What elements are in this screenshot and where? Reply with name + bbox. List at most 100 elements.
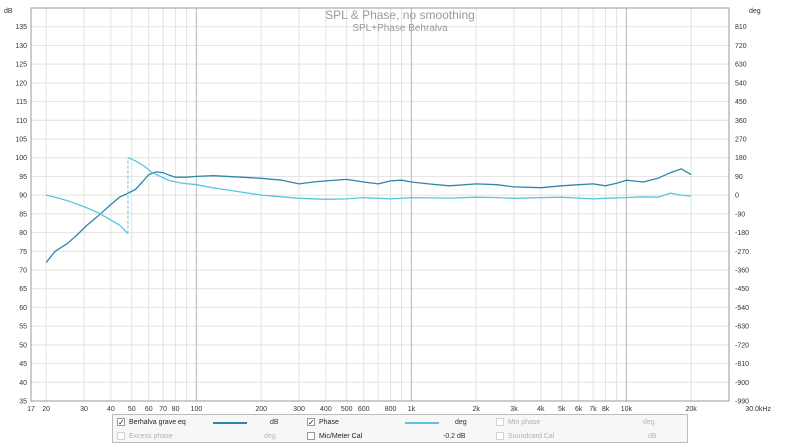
y-left-tick-label: 85 [19, 211, 27, 218]
chart-subtitle: SPL+Phase Behralva [352, 23, 448, 34]
y-left-tick-label: 100 [15, 155, 27, 162]
y-left-tick-label: 75 [19, 249, 27, 256]
measurement-label: Berhalva grave eq [129, 419, 186, 426]
y-right-tick-label: -630 [735, 324, 749, 331]
x-tick-label: 30 [80, 406, 88, 412]
chart-title: SPL & Phase, no smoothing [325, 8, 475, 22]
x-tick-label: 400 [320, 406, 332, 412]
measurement-checkbox[interactable]: ✓ [117, 418, 125, 427]
x-tick-label: 300 [293, 406, 305, 412]
x-tick-label: 7k [589, 406, 597, 412]
plot-frame [30, 7, 730, 402]
x-tick-label: 100 [191, 406, 203, 412]
y-left-tick-label: 105 [15, 137, 27, 144]
y-left-tick-label: 135 [15, 24, 27, 31]
soundcard-cal-label: Soundcard Cal [508, 433, 555, 440]
x-tick-label: 4k [537, 406, 545, 412]
y-left-tick-label: 110 [16, 118, 27, 125]
y-right-tick-label: 360 [735, 118, 747, 125]
left-axis-unit: dB [4, 8, 13, 15]
x-tick-label: 80 [172, 406, 180, 412]
y-left-tick-label: 55 [19, 324, 27, 331]
y-left-tick-label: 95 [19, 174, 27, 181]
min-phase-checkbox[interactable] [496, 418, 504, 426]
y-right-tick-label: -90 [735, 211, 745, 218]
x-tick-label: 20 [42, 406, 50, 412]
grid-lines [31, 8, 730, 402]
x-tick-label: 60 [145, 406, 153, 412]
y-right-tick-label: -900 [735, 380, 749, 387]
excess-phase-label: Excess phase [129, 433, 173, 440]
y-right-tick-label: 180 [735, 155, 747, 162]
mic-cal-unit: -0.2 dB [443, 433, 466, 440]
x-tick-label: 70 [159, 406, 167, 412]
excess-phase-checkbox[interactable] [117, 432, 125, 440]
y-right-tick-label: -540 [735, 305, 749, 312]
y-right-tick-label: -810 [735, 361, 749, 368]
y-left-tick-label: 60 [19, 305, 27, 312]
plot-background [31, 8, 729, 401]
y-right-tick-label: -990 [735, 399, 749, 406]
series-group [45, 157, 692, 263]
y-right-tick-label: -720 [735, 342, 749, 349]
y-left-tick-label: 120 [15, 80, 27, 87]
y-right-tick-label: 270 [735, 137, 747, 144]
y-right-tick-label: 90 [735, 174, 743, 181]
x-tick-label: 50 [128, 406, 136, 412]
y-right-tick-label: -450 [735, 286, 749, 293]
mic-cal-checkbox[interactable] [307, 432, 315, 440]
y-right-tick-label: 810 [735, 24, 747, 31]
y-left-tick-label: 45 [19, 361, 27, 368]
x-tick-label: 1k [408, 406, 416, 412]
legend-panel: ✓ Berhalva grave eq dB ✓ Phase deg Min p… [112, 414, 688, 443]
x-tick-label: 17 [27, 406, 35, 412]
spl-series-line [45, 168, 692, 263]
y-left-tick-label: 130 [15, 43, 27, 50]
y-left-tick-label: 90 [19, 193, 27, 200]
y-right-tick-label: -270 [735, 249, 749, 256]
soundcard-cal-checkbox[interactable] [496, 432, 504, 440]
soundcard-cal-unit: dB [648, 433, 657, 440]
x-tick-label: 2k [472, 406, 480, 412]
phase-unit: deg [455, 419, 467, 426]
phase-checkbox[interactable]: ✓ [307, 418, 315, 427]
y-left-tick-label: 115 [16, 99, 27, 106]
measurement-unit: dB [270, 419, 279, 426]
x-tick-label: 5k [558, 406, 566, 412]
x-tick-label: 6k [575, 406, 583, 412]
y-left-tick-label: 65 [19, 286, 27, 293]
y-left-tick-label: 50 [19, 342, 27, 349]
excess-phase-unit: deg [264, 433, 276, 440]
y-right-tick-label: -360 [735, 268, 749, 275]
x-tick-label: 500 [341, 406, 353, 412]
x-tick-label: 200 [255, 406, 267, 412]
x-tick-label: 800 [385, 406, 397, 412]
legend-row-1: ✓ Berhalva grave eq dB ✓ Phase deg Min p… [113, 416, 687, 429]
min-phase-unit: deg [643, 419, 655, 426]
y-left-tick-label: 40 [19, 380, 27, 387]
mic-cal-label: Mic/Meter Cal [319, 433, 363, 440]
y-left-tick-label: 70 [19, 268, 27, 275]
y-left-tick-label: 35 [19, 399, 27, 406]
x-tick-label: 8k [602, 406, 610, 412]
spl-phase-chart: 35 40 45 50 55 60 65 70 75 80 85 90 95 100 105 110 115 12… [4, 7, 771, 412]
y-right-tick-label: 720 [735, 43, 747, 50]
y-right-tick-label: 540 [735, 80, 747, 87]
x-tick-label: 30.0kHz [745, 406, 771, 412]
x-tick-label: 3k [510, 406, 518, 412]
x-tick-label: 20k [685, 406, 697, 412]
y-right-tick-label: 450 [735, 99, 747, 106]
measurement-swatch [213, 422, 247, 424]
x-tick-label: 600 [358, 406, 370, 412]
right-axis-unit: deg [749, 8, 761, 15]
legend-row-2: Excess phase deg Mic/Meter Cal -0.2 dB S… [113, 430, 687, 443]
y-left-tick-label: 125 [15, 62, 27, 69]
y-right-tick-label: 0 [735, 193, 739, 200]
phase-label: Phase [319, 419, 339, 426]
x-tick-label: 40 [107, 406, 115, 412]
phase-series-line [46, 157, 692, 235]
phase-swatch [405, 422, 439, 424]
y-right-tick-label: 630 [735, 62, 747, 69]
axis-ticks: 35 40 45 50 55 60 65 70 75 80 85 90 95 100 105 110 115 12… [15, 24, 771, 412]
y-left-tick-label: 80 [19, 230, 27, 237]
